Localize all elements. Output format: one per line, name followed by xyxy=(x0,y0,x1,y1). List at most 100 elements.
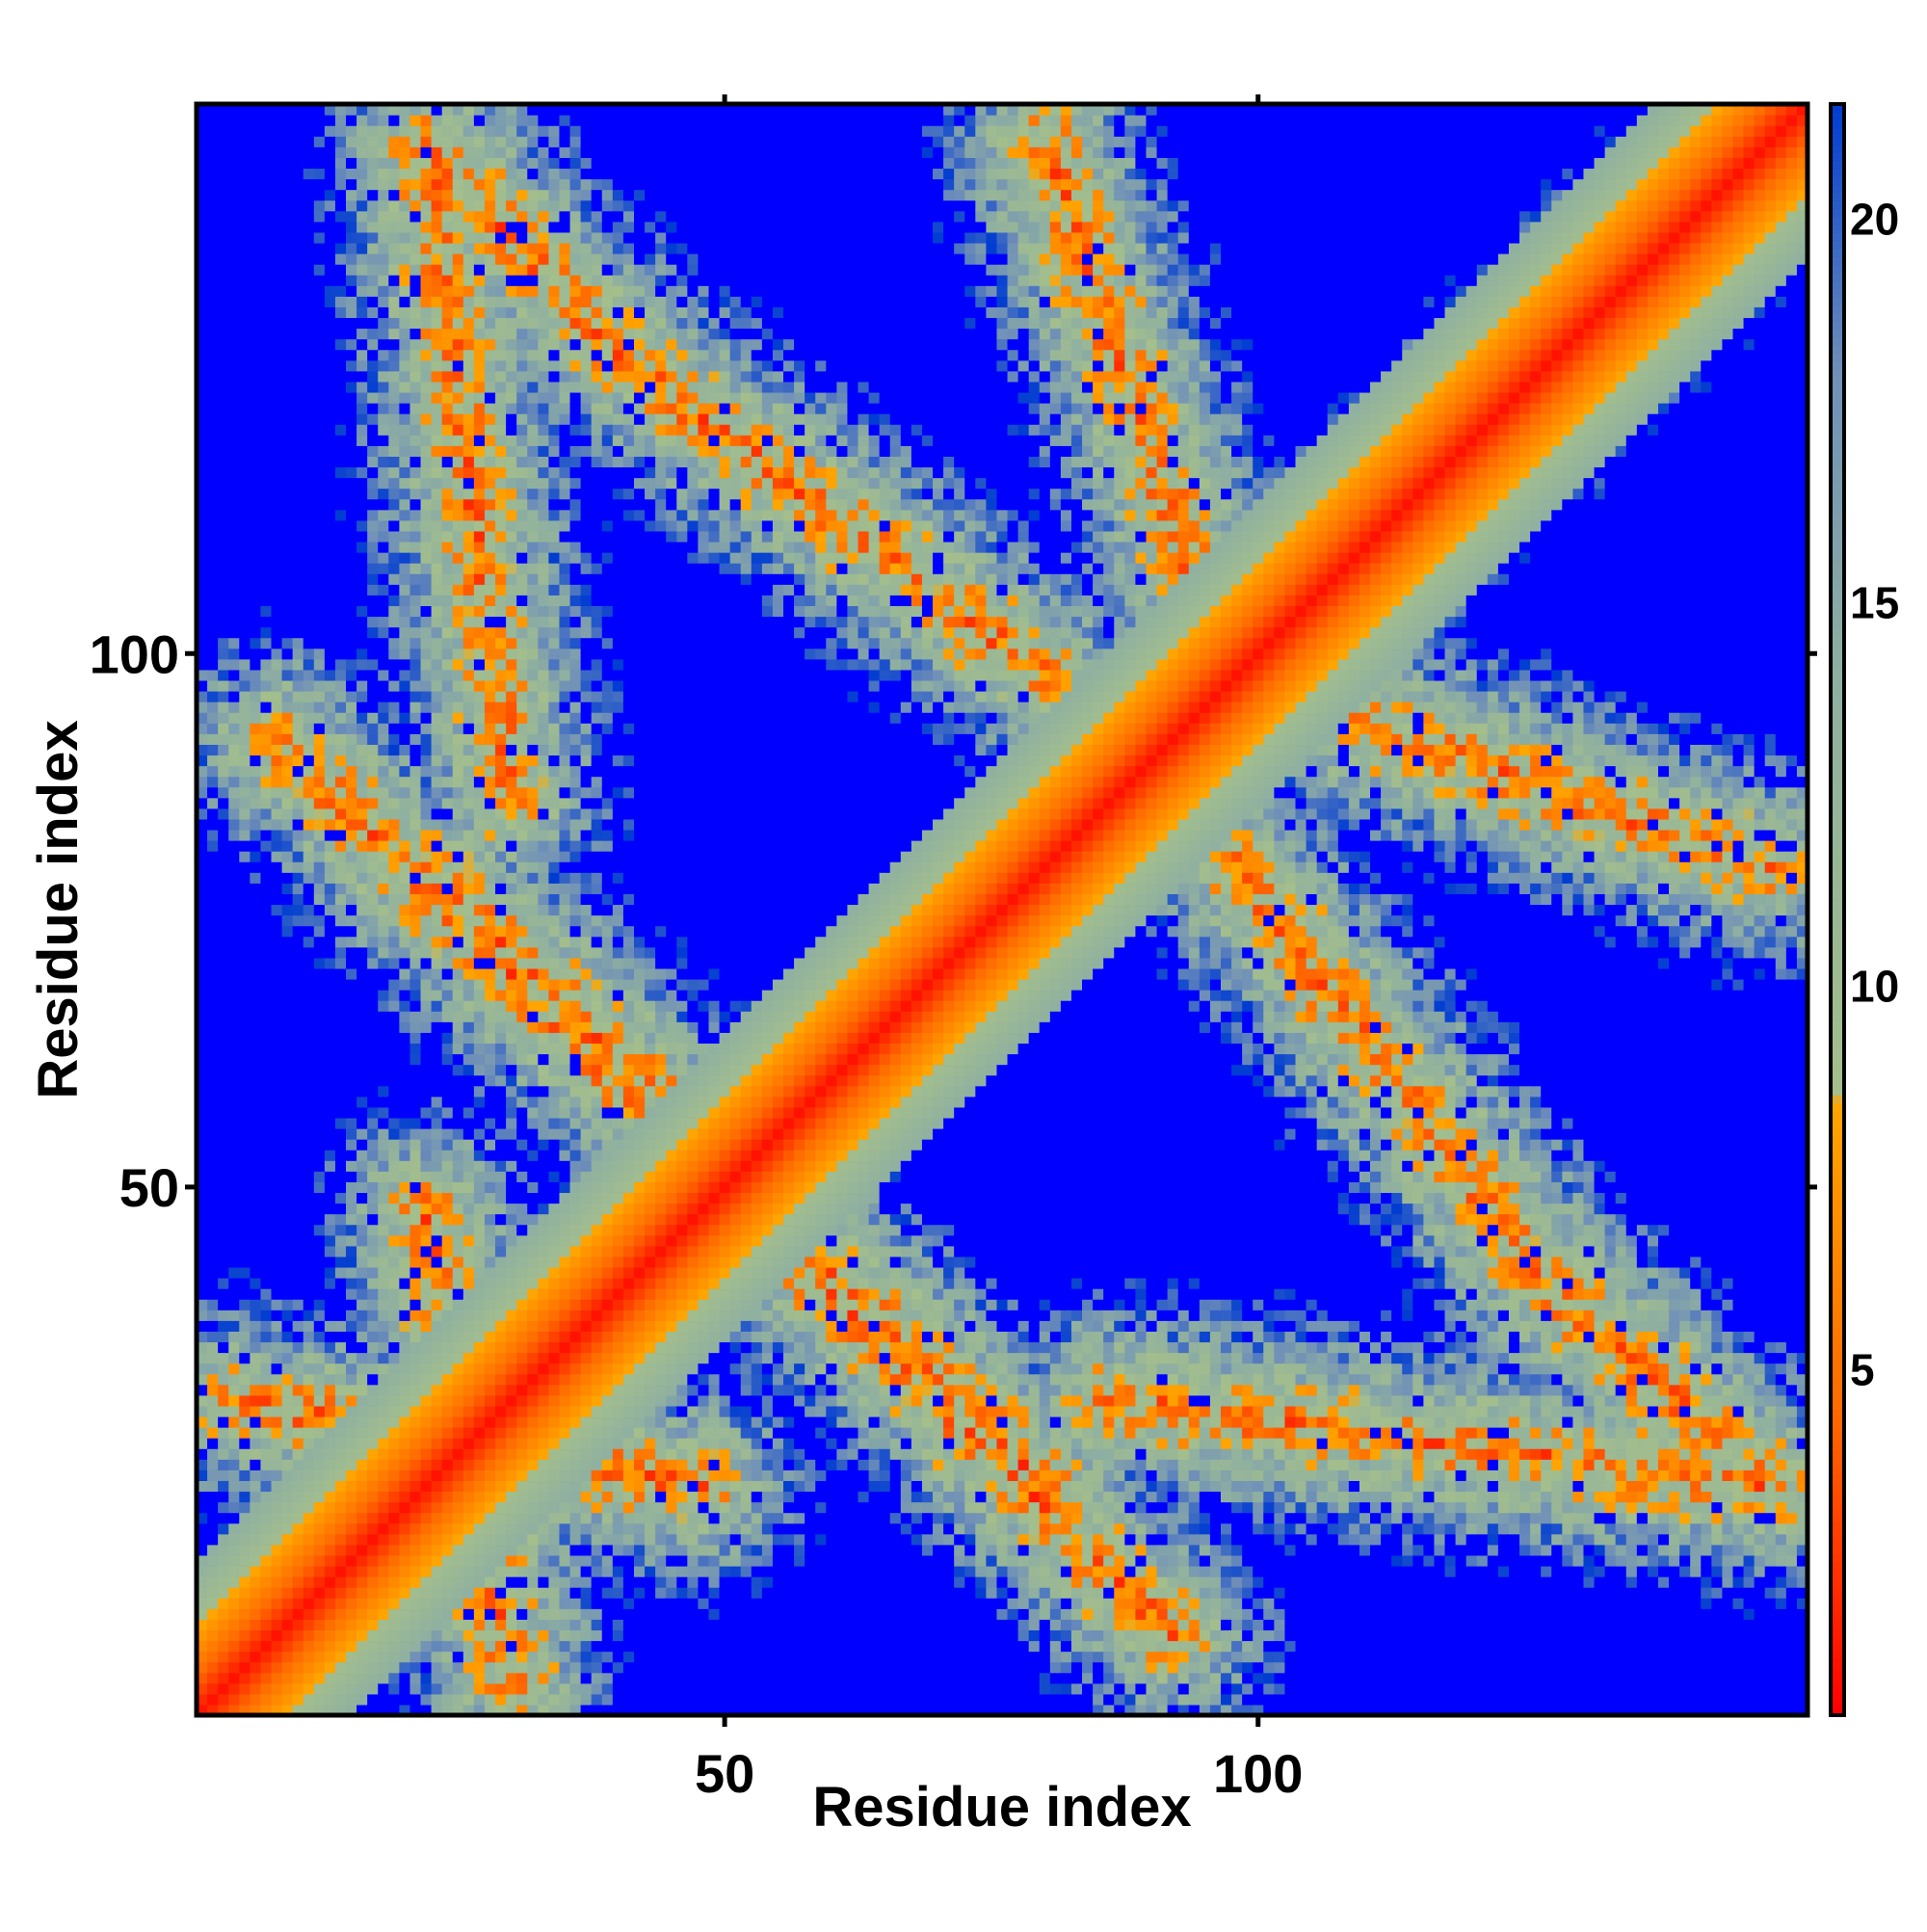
heatmap-cell xyxy=(282,563,294,574)
heatmap-cell xyxy=(399,1053,410,1065)
heatmap-cell xyxy=(432,1459,443,1470)
heatmap-cell xyxy=(293,808,304,820)
heatmap-cell xyxy=(325,445,336,457)
heatmap-cell xyxy=(207,1331,219,1342)
heatmap-cell xyxy=(516,285,528,297)
heatmap-cell xyxy=(335,808,347,820)
heatmap-cell xyxy=(282,1448,294,1460)
heatmap-cell xyxy=(356,563,368,574)
heatmap-cell xyxy=(463,264,475,276)
heatmap-cell xyxy=(207,285,219,297)
heatmap-cell xyxy=(272,712,283,724)
heatmap-cell xyxy=(228,787,240,799)
heatmap-cell xyxy=(239,617,251,628)
heatmap-cell xyxy=(304,1566,315,1577)
heatmap-cell xyxy=(239,1160,251,1172)
heatmap-cell xyxy=(293,766,304,778)
heatmap-cell xyxy=(409,777,421,788)
heatmap-cell xyxy=(260,595,272,606)
heatmap-cell xyxy=(346,659,357,671)
heatmap-cell xyxy=(282,1694,294,1706)
heatmap-cell xyxy=(282,1204,294,1215)
heatmap-cell xyxy=(527,1000,539,1012)
heatmap-cell xyxy=(272,1267,283,1279)
heatmap-cell xyxy=(367,1566,379,1577)
heatmap-cell xyxy=(325,1032,336,1044)
heatmap-cell xyxy=(432,296,443,307)
heatmap-cell xyxy=(239,1235,251,1247)
heatmap-cell xyxy=(346,478,357,490)
heatmap-cell xyxy=(228,808,240,820)
heatmap-cell xyxy=(293,947,304,959)
heatmap-cell xyxy=(388,1587,400,1599)
heatmap-cell xyxy=(293,1545,304,1556)
heatmap-cell xyxy=(325,819,336,831)
heatmap-cell xyxy=(399,1118,410,1129)
heatmap-cell xyxy=(463,1320,475,1332)
heatmap-cell xyxy=(282,1427,294,1439)
heatmap-cell xyxy=(453,819,464,831)
heatmap-cell xyxy=(367,1374,379,1386)
heatmap-cell xyxy=(293,489,304,500)
heatmap-cell xyxy=(388,424,400,436)
heatmap-cell xyxy=(314,659,326,671)
heatmap-cell xyxy=(293,542,304,553)
heatmap-cell xyxy=(260,1513,272,1524)
heatmap-cell xyxy=(304,754,315,766)
heatmap-cell xyxy=(325,691,336,702)
heatmap-cell xyxy=(250,1576,261,1588)
heatmap-cell xyxy=(260,1608,272,1620)
heatmap-cell xyxy=(495,1021,507,1033)
heatmap-cell xyxy=(527,840,539,852)
heatmap-cell xyxy=(282,275,294,286)
heatmap-cell xyxy=(250,1480,261,1492)
heatmap-cell xyxy=(506,435,517,446)
heatmap-cell xyxy=(293,904,304,915)
heatmap-cell xyxy=(218,851,229,862)
heatmap-cell xyxy=(272,510,283,521)
heatmap-cell xyxy=(260,157,272,169)
heatmap-cell xyxy=(207,1374,219,1386)
heatmap-cell xyxy=(506,253,517,265)
heatmap-cell xyxy=(356,893,368,905)
heatmap-cell xyxy=(409,1502,421,1514)
heatmap-cell xyxy=(367,1192,379,1204)
heatmap-cell xyxy=(516,883,528,894)
heatmap-cell xyxy=(228,958,240,969)
heatmap-cell xyxy=(378,329,389,340)
heatmap-cell xyxy=(432,1097,443,1108)
heatmap-cell xyxy=(495,1673,507,1684)
heatmap-cell xyxy=(250,1534,261,1546)
heatmap-cell xyxy=(378,179,389,191)
heatmap-cell xyxy=(293,200,304,212)
heatmap-cell xyxy=(474,1619,486,1630)
heatmap-cell xyxy=(421,1545,433,1556)
heatmap-cell xyxy=(495,264,507,276)
heatmap-cell xyxy=(367,1065,379,1076)
heatmap-cell xyxy=(314,1385,326,1396)
heatmap-cell xyxy=(442,830,454,841)
heatmap-cell xyxy=(421,798,433,809)
heatmap-cell xyxy=(260,1598,272,1609)
heatmap-cell xyxy=(335,1288,347,1300)
heatmap-cell xyxy=(367,478,379,490)
heatmap-cell xyxy=(442,1469,454,1481)
heatmap-cell xyxy=(356,1181,368,1193)
heatmap-cell xyxy=(218,115,229,126)
heatmap-cell xyxy=(335,627,347,639)
heatmap-cell xyxy=(453,1043,464,1054)
heatmap-cell xyxy=(304,168,315,179)
heatmap-cell xyxy=(421,1032,433,1044)
heatmap-cell xyxy=(442,1160,454,1172)
heatmap-cell xyxy=(516,222,528,233)
heatmap-cell xyxy=(325,754,336,766)
heatmap-cell xyxy=(218,691,229,702)
heatmap-cell xyxy=(399,1288,410,1300)
heatmap-cell xyxy=(527,1086,539,1098)
heatmap-cell xyxy=(304,1363,315,1375)
heatmap-cell xyxy=(356,1673,368,1684)
heatmap-cell xyxy=(485,115,496,126)
heatmap-cell xyxy=(432,1576,443,1588)
heatmap-cell xyxy=(207,670,219,681)
heatmap-cell xyxy=(346,1480,357,1492)
